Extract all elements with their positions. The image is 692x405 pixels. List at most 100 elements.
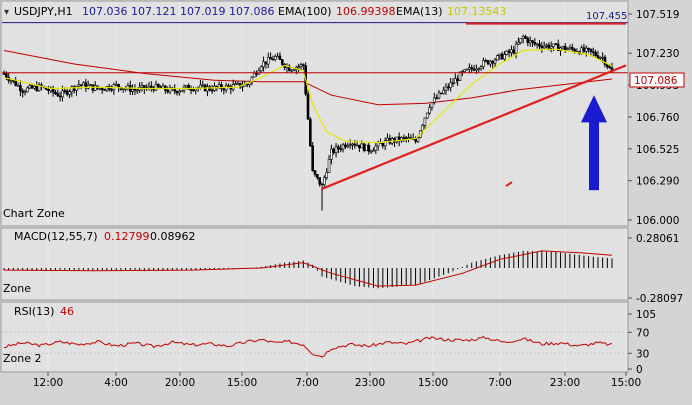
candle-body-248: [582, 47, 586, 52]
candle-body-134: [316, 174, 319, 178]
candle-body-219: [514, 43, 518, 54]
candle-body-150: [353, 143, 357, 146]
candle-body-237: [556, 43, 560, 52]
candle-body-253: [594, 52, 597, 56]
ema13-line: [3, 48, 613, 144]
candle-body-87: [206, 86, 209, 92]
candle-body-106: [250, 76, 254, 83]
up-arrow-shaft: [589, 118, 599, 191]
candle-body-172: [404, 137, 408, 139]
candle-body-27: [65, 90, 69, 95]
up-arrow-head: [581, 95, 607, 123]
candle-body-128: [302, 64, 305, 66]
candle-body-92: [217, 84, 221, 88]
candle-body-135: [318, 177, 321, 185]
candle-body-213: [500, 53, 504, 60]
candle-body-207: [486, 60, 490, 65]
candle-body-202: [475, 68, 478, 71]
candle-body-198: [465, 68, 469, 71]
candle-body-62: [147, 85, 151, 89]
macd-value-2: 0.08962: [150, 230, 196, 243]
price-tick-label-6: 106.000: [636, 215, 679, 227]
candle-body-180: [423, 117, 427, 126]
candle-body-107: [252, 72, 256, 78]
candle-body-217: [510, 49, 513, 53]
candle-body-157: [369, 150, 373, 153]
time-tick-label-4: 7:00: [295, 377, 319, 389]
rsi-panel[interactable]: [0, 301, 629, 373]
candle-body-108: [255, 72, 258, 75]
rsi-layer: [2, 331, 628, 358]
rsi-tick-label-1: 70: [636, 327, 649, 339]
candle-body-241: [566, 48, 569, 51]
candle-body-236: [554, 43, 558, 46]
rsi-label: RSI(13): [14, 305, 54, 318]
ohlc-high: 107.121: [131, 5, 177, 18]
candle-body-159: [374, 145, 378, 151]
candle-body-251: [589, 48, 593, 52]
zone-label-rsi: Zone 2: [3, 352, 42, 365]
candle-body-93: [220, 84, 223, 90]
candle-body-165: [388, 137, 392, 144]
candle-body-149: [351, 143, 354, 146]
candle-body-132: [311, 145, 314, 171]
candle-body-163: [383, 140, 387, 147]
candle-body-232: [545, 44, 548, 47]
candle-body-102: [241, 85, 244, 88]
candle-body-117: [276, 55, 279, 58]
candle-body-127: [299, 64, 303, 67]
main-panel[interactable]: [0, 0, 629, 227]
candle-body-138: [325, 172, 329, 178]
symbol-icon: ▾: [4, 7, 9, 18]
candle-body-35: [84, 82, 88, 89]
candle-body-212: [498, 53, 502, 56]
candle-body-0: [2, 73, 6, 75]
candle-body-122: [287, 65, 291, 72]
candle-body-48: [114, 83, 118, 86]
candle-body-39: [93, 85, 97, 91]
candle-body-259: [608, 66, 611, 69]
rsi-value: 46: [60, 305, 74, 318]
candle-body-225: [528, 40, 532, 44]
candle-body-255: [599, 57, 602, 59]
candle-body-184: [432, 97, 436, 103]
candle-body-210: [493, 59, 497, 64]
candle-body-5: [14, 80, 17, 86]
candle-body-192: [451, 82, 455, 85]
price-axis[interactable]: 107.519107.230106.995106.760106.525106.2…: [628, 9, 679, 227]
candle-body-76: [180, 89, 184, 92]
candle-body-112: [264, 61, 268, 65]
symbol-label[interactable]: USDJPY,H1: [14, 5, 73, 18]
macd-signal-line: [3, 250, 613, 287]
candle-body-43: [103, 89, 106, 91]
candle-body-162: [381, 142, 385, 147]
candle-body-44: [105, 85, 109, 91]
time-axis[interactable]: 12:00 4:00 20:00 15:00 7:00 23:00 15:00 7:00 23:…: [33, 372, 641, 389]
candle-body-154: [362, 143, 366, 152]
candle-body-24: [58, 95, 62, 98]
candle-body-75: [178, 91, 181, 94]
candle-body-104: [245, 83, 249, 86]
trendline: [321, 64, 627, 190]
candle-body-158: [372, 149, 375, 152]
candle-body-239: [561, 46, 565, 49]
candle-body-221: [519, 38, 523, 43]
candle-body-181: [425, 112, 429, 119]
price-tick-label-3: 106.760: [636, 112, 679, 124]
candle-body-204: [479, 66, 483, 69]
candle-body-111: [262, 61, 265, 68]
candle-body-209: [491, 61, 495, 64]
candle-body-203: [477, 68, 481, 70]
zone-label-main: Chart Zone: [3, 207, 65, 220]
candle-body-41: [98, 87, 102, 90]
candle-body-42: [100, 87, 104, 90]
candle-body-227: [533, 42, 537, 45]
candle-body-57: [135, 89, 139, 92]
candle-body-193: [454, 78, 457, 84]
candle-body-256: [601, 56, 604, 59]
candle-body-8: [21, 90, 25, 93]
candle-body-37: [89, 84, 92, 86]
candle-body-110: [259, 66, 263, 72]
candle-body-179: [421, 124, 424, 132]
